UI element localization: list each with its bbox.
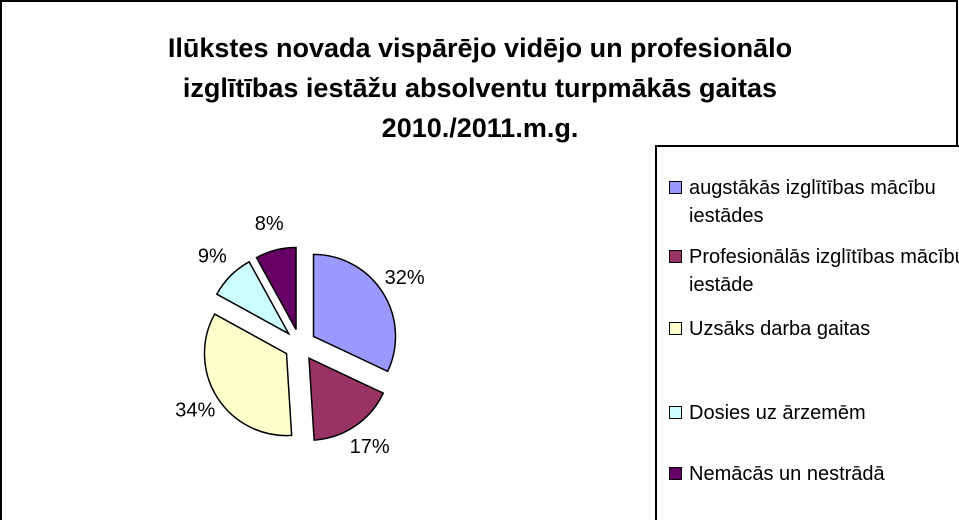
pie-slice [203,313,293,437]
chart-title: 2010./2011.m.g. [382,113,579,143]
legend-label: Nemācās un nestrādā [689,463,885,485]
data-label: 34% [175,400,215,422]
data-label: 17% [350,436,390,458]
legend-label: Uzsāks darba gaitas [689,318,871,340]
pie-slice [308,357,385,441]
legend: augstākās izglītības mācību iestādes Prof… [655,145,959,520]
data-label: 32% [385,267,425,289]
legend-swatch [669,181,682,194]
legend-swatch [669,406,682,419]
legend-swatch [669,250,682,263]
legend-swatch [669,467,682,480]
chart-title: Ilūkstes novada vispārējo vidējo un prof… [168,33,792,63]
chart-title: izglītības iestāžu absolventu turpmākās … [183,73,777,103]
legend-entry: Profesionālās izglītības mācību iestāde [669,243,959,299]
data-label: 9% [198,246,227,268]
data-label: 8% [255,213,284,235]
legend-label: Profesionālās izglītības mācību iestāde [689,246,959,296]
legend-entry: Nemācās un nestrādā [669,460,959,488]
pie-slice [312,253,397,373]
legend-entry: Dosies uz ārzemēm [669,399,959,427]
legend-label: augstākās izglītības mācību iestādes [689,177,936,227]
pie-slice [255,246,297,330]
legend-entry: Uzsāks darba gaitas [669,315,959,343]
pie-slice [215,260,291,336]
legend-swatch [669,322,682,335]
legend-label: Dosies uz ārzemēm [689,402,866,424]
legend-entry: augstākās izglītības mācību iestādes [669,174,959,230]
